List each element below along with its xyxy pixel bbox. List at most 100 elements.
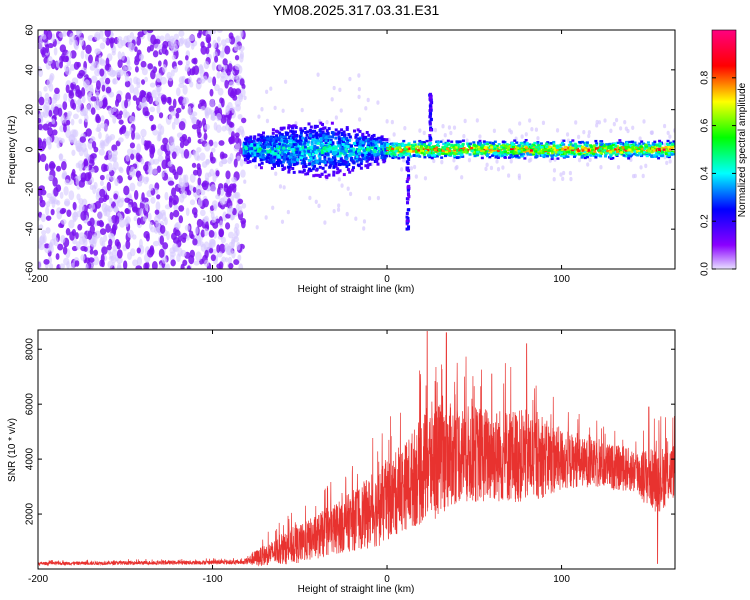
spectrogram-cell [647,152,651,155]
spectrogram-cell [407,169,411,173]
spectrogram-cell [413,149,417,153]
spectrogram-cell [218,229,224,238]
spectrogram-cell [291,132,295,136]
spectrogram-cell [135,265,142,269]
spectrogram-cell [211,147,216,153]
spectrogram-cell [228,183,235,191]
spectrogram-cell [655,152,659,155]
spectrogram-cell [604,145,608,149]
spectrogram-cell [125,92,132,102]
spectrogram-cell [94,230,101,239]
spectrogram-cell [359,166,363,170]
spectrogram-cell [552,140,556,144]
spectrogram-cell [457,143,461,147]
spectrogram-cell [180,249,187,257]
spectrogram-cell [518,151,522,154]
spectrogram-cell [537,145,541,149]
spectrogram-cell [105,223,111,233]
spectrogram-cell [556,153,560,156]
spectrogram-cell [468,153,472,156]
spectrogram-cell [213,203,217,210]
spectrogram-cell [299,127,303,131]
spectrogram-cell [344,153,348,157]
spectrogram-cell [433,145,437,149]
spectrogram-cell [612,146,616,150]
spectrogram-cell [493,144,497,147]
spectrogram-cell [553,147,557,150]
spectrogram-cell [583,141,587,145]
spectrogram-cell [561,154,565,158]
spectrogram-cell [467,157,472,163]
spectrogram-cell [670,146,674,150]
spectrogram-cell [391,152,395,155]
spectrogram-cell [321,130,325,134]
spectrogram-cell [267,142,271,146]
spectrogram-cell [112,78,117,85]
spectrogram-cell [493,147,497,150]
spectrogram-cell [584,154,588,157]
spectrogram-cell [521,154,525,158]
spectrogram-cell [658,149,662,152]
spectrogram-cell [400,167,404,172]
spectrogram-cell [53,237,59,247]
spectrogram-cell [367,144,371,148]
spectrogram-cell [70,118,75,126]
spectrogram-cell [90,136,96,143]
spectrogram-cell [269,86,273,91]
spectrogram-cell [639,145,643,148]
spectrogram-cell [523,157,527,160]
spectrogram-cell [59,44,67,53]
spectrogram-cell [253,153,257,157]
spectrogram-cell [480,145,484,148]
spectrogram-cell [254,148,258,152]
spectrogram-cell [572,152,576,156]
spectrogram-cell [338,163,342,167]
spectrogram-cell [430,156,434,160]
spectrogram-cell [96,99,103,108]
spectrogram-cell [50,208,55,216]
spectrogram-cell [328,140,332,144]
spectrogram-cell [340,128,344,132]
spectrogram-cell [73,39,78,49]
spectrogram-cell [115,98,120,107]
spectrogram-cell [87,257,95,263]
y-tick-label: -40 [25,222,36,237]
spectrogram-cell [624,126,628,131]
spectrogram-y-label: Frequency (Hz) [7,116,18,185]
spectrogram-cell [251,145,255,149]
spectrogram-cell [470,149,474,153]
spectrogram-cell [253,156,257,160]
spectrogram-cell [335,171,339,175]
spectrogram-cell [488,149,492,152]
spectrogram-cell [552,168,557,173]
spectrogram-cell [364,164,368,168]
spectrogram-cell [482,140,486,143]
spectrogram-cell [356,128,360,132]
spectrogram-cell [407,156,411,159]
spectrogram-cell [577,157,582,163]
spectrogram-cell [342,173,346,177]
spectrogram-cell [570,151,574,154]
spectrogram-cell [311,153,315,157]
spectrogram-cell [405,160,409,164]
spectrogram-cell [382,151,386,155]
spectrogram-cell [429,99,433,103]
spectrogram-cell [151,124,157,131]
spectrogram-cell [71,77,79,85]
spectrogram-cell [348,76,352,82]
spectrogram-cell [312,147,316,151]
spectrogram-cell [372,153,376,157]
spectrogram-cell [178,147,185,154]
spectrogram-cell [407,225,411,229]
spectrogram-cell [143,262,149,269]
spectrogram-cell [96,220,101,227]
spectrogram-cell [457,151,461,155]
spectrogram-cell [666,130,670,136]
spectrogram-cell [246,160,250,164]
spectrogram-cell [334,136,338,140]
spectrogram-cell [53,187,59,197]
spectrogram-cell [288,165,292,169]
spectrogram-cell [265,156,269,160]
spectrogram-cell [175,112,180,119]
spectrogram-cell [172,199,177,206]
